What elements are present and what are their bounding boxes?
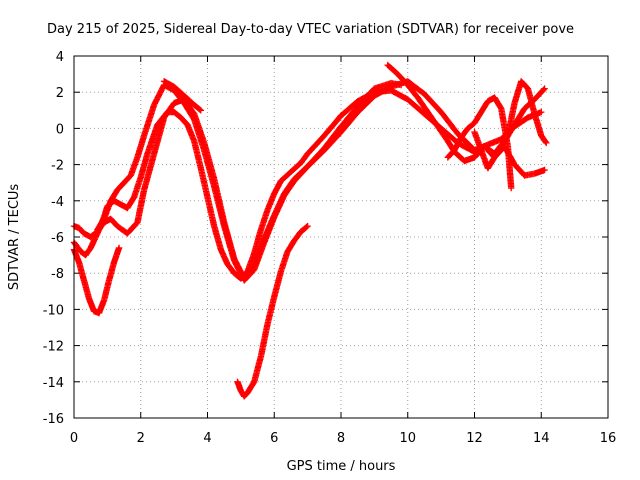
series-markers-track-c <box>94 79 405 284</box>
y-tick-label: -2 <box>51 159 64 174</box>
series-track-f <box>444 94 515 192</box>
y-tick-label: -8 <box>51 267 64 282</box>
series-track-i <box>234 222 311 400</box>
series-track-g <box>471 78 550 172</box>
y-axis-title: SDTVAR / TECUs <box>7 184 22 291</box>
y-tick-label: 2 <box>56 86 64 101</box>
x-tick-label: 8 <box>337 431 345 446</box>
axis-layer: 0 2 4 6 8 10 12 14 16 4 2 0 -2 -4 -6 -8 -10 -12 -14 -16 <box>43 50 617 446</box>
y-tick-label: -10 <box>43 303 64 318</box>
series-track-d <box>160 78 204 114</box>
plot-frame <box>73 55 609 419</box>
series-track-c <box>94 79 405 284</box>
x-tick-label: 12 <box>466 431 483 446</box>
y-tick-label: -16 <box>43 412 64 427</box>
chart-title: Day 215 of 2025, Sidereal Day-to-day VTE… <box>47 22 574 37</box>
x-tick-label: 4 <box>203 431 211 446</box>
series-markers-track-d <box>160 78 204 114</box>
x-tick-label: 6 <box>270 431 278 446</box>
series-markers-track-g <box>471 78 550 172</box>
x-tick-label: 10 <box>399 431 416 446</box>
y-tick-label: -12 <box>43 340 64 355</box>
data-layer <box>70 61 550 400</box>
y-tick-label: -6 <box>51 231 64 246</box>
x-tick-label: 14 <box>533 431 550 446</box>
series-markers-track-i <box>234 222 311 400</box>
series-markers-track-f <box>444 94 515 192</box>
y-tick-label: 4 <box>56 50 64 65</box>
y-tick-label: -14 <box>43 376 64 391</box>
x-tick-label: 16 <box>600 431 617 446</box>
x-tick-label: 2 <box>137 431 145 446</box>
y-tick-label: -4 <box>51 195 64 210</box>
y-tick-label: 0 <box>56 122 64 137</box>
series-track-h <box>70 244 123 317</box>
x-axis-title: GPS time / hours <box>287 459 396 474</box>
x-tick-label: 0 <box>70 431 78 446</box>
series-markers-track-h <box>70 244 123 317</box>
